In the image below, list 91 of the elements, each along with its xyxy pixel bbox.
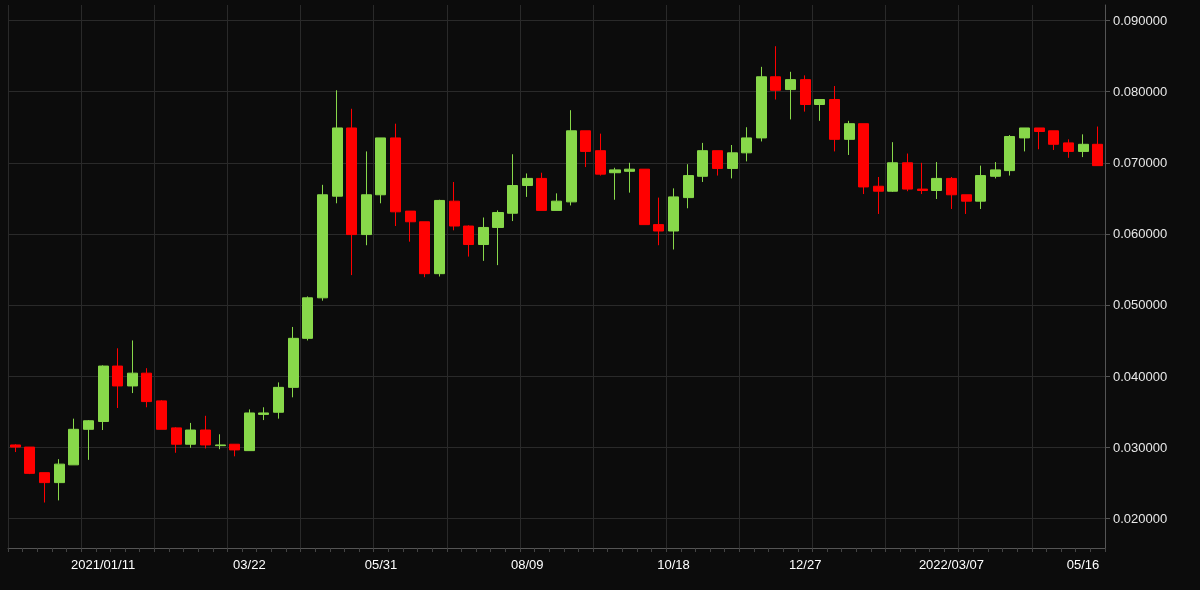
candlestick [785, 71, 796, 120]
x-tick-label: 05/16 [1066, 557, 1100, 572]
candlestick [595, 133, 606, 177]
candlestick [507, 153, 518, 222]
candlestick [141, 367, 152, 408]
candlestick [346, 108, 357, 276]
candlestick [536, 172, 547, 211]
candlestick [697, 142, 708, 183]
candlestick [390, 123, 401, 227]
candlestick [653, 197, 664, 246]
candlestick [200, 415, 211, 449]
candlestick [375, 137, 386, 204]
candlestick [112, 347, 123, 409]
candlestick [1092, 126, 1103, 167]
candlestick [844, 120, 855, 156]
candlestick [990, 161, 1001, 179]
candlestick [712, 150, 723, 177]
candlestick [873, 176, 884, 215]
candlestick [98, 364, 109, 431]
candlestick [156, 399, 167, 430]
candlestick [273, 381, 284, 420]
candlestick [492, 209, 504, 266]
candlestick [931, 161, 942, 200]
candlestick [434, 199, 445, 277]
candlestick [419, 221, 430, 278]
candlestick [1004, 134, 1015, 177]
candlestick [463, 224, 474, 258]
candlestick [83, 419, 94, 461]
candlestick [185, 422, 196, 449]
x-tick-label: 05/31 [364, 557, 398, 572]
y-tick-label: 0.050000 [1113, 297, 1168, 313]
candlestick [68, 418, 79, 466]
candlestick [741, 126, 752, 162]
y-tick-label: 0.020000 [1113, 510, 1168, 526]
x-tick-label: 2021/01/11 [71, 557, 136, 572]
candlestick [975, 165, 986, 210]
candlestick [580, 130, 591, 168]
candlestick [361, 150, 372, 246]
candlestick [1019, 127, 1030, 152]
y-tick-label: 0.070000 [1113, 155, 1168, 171]
candlestick [1048, 130, 1059, 151]
x-tick-label: 03/22 [233, 557, 266, 572]
candlestick [551, 192, 562, 211]
candlestick [756, 66, 767, 142]
x-tick-label: 12/27 [788, 557, 822, 572]
candlestick [1078, 133, 1089, 158]
candlestick [770, 45, 781, 101]
candlestick [727, 144, 738, 179]
candlestick [829, 85, 840, 152]
candlestick [317, 184, 328, 302]
y-tick-label: 0.030000 [1113, 439, 1168, 455]
candlestick [24, 446, 35, 475]
y-tick-label: 0.060000 [1113, 226, 1168, 242]
candlestick [405, 210, 416, 243]
y-tick-label: 0.080000 [1113, 84, 1168, 100]
candlestick [917, 162, 928, 195]
x-tick-label: 2022/03/07 [918, 557, 984, 572]
candlestick [39, 472, 50, 504]
candlestick [683, 163, 694, 209]
candlestick [288, 326, 299, 398]
candlestick [1063, 138, 1074, 159]
candlestick [624, 162, 635, 194]
candlestick [961, 194, 972, 215]
candlestick [229, 443, 240, 457]
candlestick [1034, 127, 1045, 150]
candlestick [449, 181, 460, 231]
candlestick [215, 433, 226, 450]
candlestick [302, 295, 313, 341]
candlestick [332, 89, 343, 204]
candlestick [10, 443, 21, 453]
y-tick-label: 0.090000 [1113, 13, 1168, 29]
candlestick [522, 172, 533, 198]
candlestick [54, 458, 65, 501]
candlestick [258, 406, 269, 421]
y-tick-label: 0.040000 [1113, 368, 1168, 384]
candlestick [946, 176, 957, 210]
candlestick [609, 167, 621, 201]
candlestick [858, 123, 869, 195]
candlestick [244, 408, 255, 452]
candlestick [171, 426, 182, 454]
candlestick [902, 153, 913, 192]
x-tick-label: 10/18 [657, 557, 690, 572]
candlestick [566, 109, 577, 206]
candlestick [814, 99, 825, 122]
x-tick-label: 08/09 [510, 557, 544, 572]
candlestick [478, 217, 489, 262]
candlestick [639, 168, 650, 226]
candlestick [887, 141, 898, 193]
candlestick [127, 339, 138, 394]
candlestick [668, 187, 679, 250]
candlestick [800, 74, 811, 113]
